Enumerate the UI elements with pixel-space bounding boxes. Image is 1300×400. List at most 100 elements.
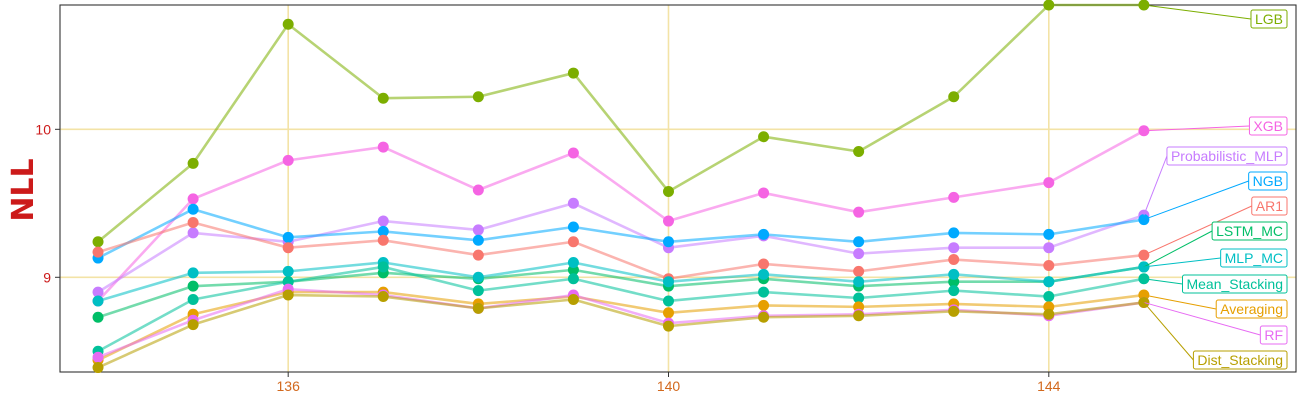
data-point [1043, 242, 1055, 254]
data-point [853, 206, 865, 218]
label-leader-line [1143, 180, 1249, 221]
series-label: Dist_Stacking [1197, 352, 1283, 368]
data-point [472, 302, 484, 314]
x-tick-label: 140 [657, 378, 681, 394]
data-point [377, 291, 389, 303]
series-label: RF [1264, 327, 1283, 343]
data-point [282, 18, 294, 30]
data-point [758, 286, 770, 298]
series-averaging [92, 286, 1150, 366]
data-point [662, 276, 674, 288]
series-label: NGB [1253, 173, 1283, 189]
data-point [377, 261, 389, 273]
data-point [92, 362, 104, 374]
data-point [472, 224, 484, 236]
data-point [282, 242, 294, 254]
data-point [472, 91, 484, 103]
series-mlp-mc [92, 256, 1150, 307]
data-point [187, 217, 199, 229]
data-point [853, 276, 865, 288]
data-point [567, 236, 579, 248]
series-line [97, 287, 1145, 359]
series-line [97, 207, 1145, 260]
data-point [567, 221, 579, 233]
series-line [97, 290, 1145, 362]
data-point [282, 154, 294, 166]
label-leader-line [1143, 125, 1250, 132]
data-point [377, 215, 389, 227]
data-point [187, 280, 199, 292]
data-point [472, 285, 484, 297]
data-point [1043, 276, 1055, 288]
x-tick-label: 136 [277, 378, 301, 394]
data-point [853, 310, 865, 322]
data-point [1043, 308, 1055, 320]
data-point [187, 319, 199, 331]
data-point [472, 249, 484, 261]
data-point [662, 215, 674, 227]
data-point [92, 286, 104, 298]
data-point [567, 197, 579, 209]
data-point [282, 231, 294, 243]
data-point [187, 227, 199, 239]
series-rf [92, 283, 1150, 363]
series-layer [92, 0, 1150, 374]
data-point [948, 268, 960, 280]
series-label: MLP_MC [1225, 250, 1283, 266]
data-point [472, 271, 484, 283]
series-ngb [92, 203, 1150, 264]
data-point [853, 236, 865, 248]
data-point [662, 307, 674, 319]
data-point [92, 246, 104, 258]
series-line [97, 201, 1145, 294]
label-box [1251, 196, 1288, 216]
data-point [282, 289, 294, 301]
series-line [97, 265, 1145, 353]
direct-labels: LGB XGB Probabilistic_MLP NGB AR1 LSTM_MC MLP_… [1143, 4, 1288, 370]
data-point [758, 311, 770, 323]
x-tick-label: 144 [1037, 378, 1061, 394]
y-tick-label: 10 [35, 121, 51, 137]
series-label: Averaging [1220, 301, 1283, 317]
label-leader-line [1143, 205, 1252, 256]
label-box [1250, 9, 1288, 29]
data-point [187, 157, 199, 169]
label-leader-line [1143, 4, 1252, 20]
label-box [1192, 350, 1288, 370]
label-box [1259, 325, 1288, 345]
data-point [948, 91, 960, 103]
data-point [758, 131, 770, 143]
data-point [948, 305, 960, 317]
axes: 136 140 144 9 10 [35, 121, 1060, 394]
data-point [567, 67, 579, 79]
series-line [97, 3, 1144, 243]
data-point [1043, 228, 1055, 240]
series-label: Probabilistic_MLP [1171, 148, 1283, 164]
series-xgb [92, 125, 1150, 307]
data-point [377, 234, 389, 246]
y-axis-label: NLL [6, 158, 41, 221]
data-point [567, 147, 579, 159]
data-point [377, 141, 389, 153]
series-line [97, 261, 1145, 303]
data-point [472, 184, 484, 196]
label-leader-line [1143, 302, 1194, 361]
data-point [853, 248, 865, 260]
data-point [187, 267, 199, 279]
data-point [1043, 0, 1055, 11]
data-point [662, 185, 674, 197]
data-point [948, 242, 960, 254]
series-lgb [92, 0, 1150, 248]
label-box [1215, 299, 1288, 319]
data-point [187, 293, 199, 305]
data-point [758, 268, 770, 280]
data-point [662, 320, 674, 332]
data-point [853, 292, 865, 304]
series-line [97, 129, 1145, 302]
data-point [853, 146, 865, 158]
data-point [567, 273, 579, 285]
label-leader-line [1143, 257, 1221, 268]
data-point [187, 193, 199, 205]
data-point [567, 256, 579, 268]
